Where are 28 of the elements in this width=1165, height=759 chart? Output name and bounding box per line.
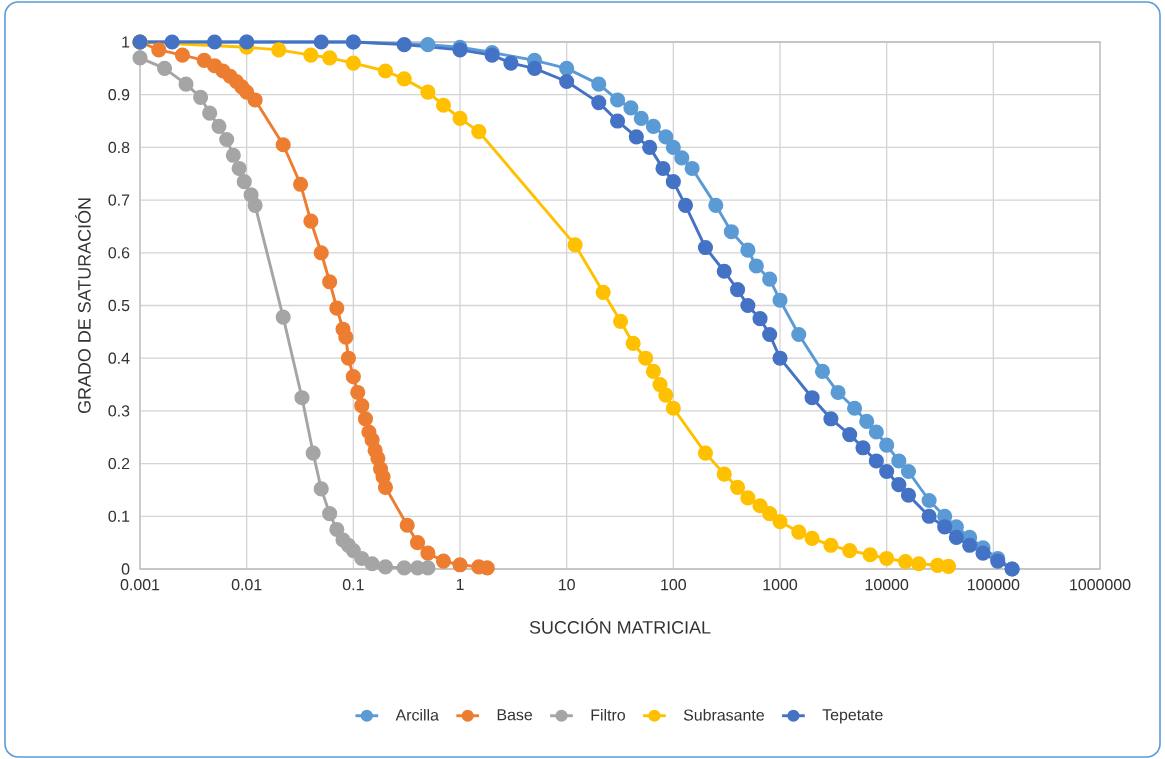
x-tick-label: 0.001 [120,579,160,591]
x-tick-label: 1000000 [1070,579,1131,591]
y-tick-label: 0.6 [108,247,130,259]
y-axis-title: GRADO DE SATURACIÓN [75,198,91,414]
x-tick-label: 0.1 [342,579,364,591]
legend-label: Arcilla [395,708,439,721]
legend-label: Filtro [591,708,625,721]
y-tick-label: 0.3 [108,405,130,417]
x-tick-label: 1000 [763,579,798,591]
x-tick-label: 10 [559,579,575,591]
x-axis-title: SUCCIÓN MATRICIAL [529,618,711,634]
y-tick-label: 0.1 [108,510,130,522]
legend-label: Subrasante [683,708,764,721]
y-tick-label: 1 [122,36,130,48]
y-tick-label: 0.9 [108,89,130,101]
x-tick-label: 100000 [967,579,1020,591]
x-tick-label: 10000 [865,579,909,591]
y-tick-label: 0.5 [108,299,130,312]
x-tick-label: 100 [661,579,687,591]
y-tick-label: 0 [121,563,130,575]
x-tick-label: 1 [456,579,464,590]
x-tick-label: 0.01 [231,579,262,591]
y-tick-label: 0.7 [108,194,130,206]
legend-label: Base [497,709,533,721]
y-tick-label: 0.4 [108,352,130,364]
legend-label: Tepetate [822,709,883,724]
y-tick-label: 0.8 [108,141,130,154]
y-tick-label: 0.2 [108,457,130,470]
